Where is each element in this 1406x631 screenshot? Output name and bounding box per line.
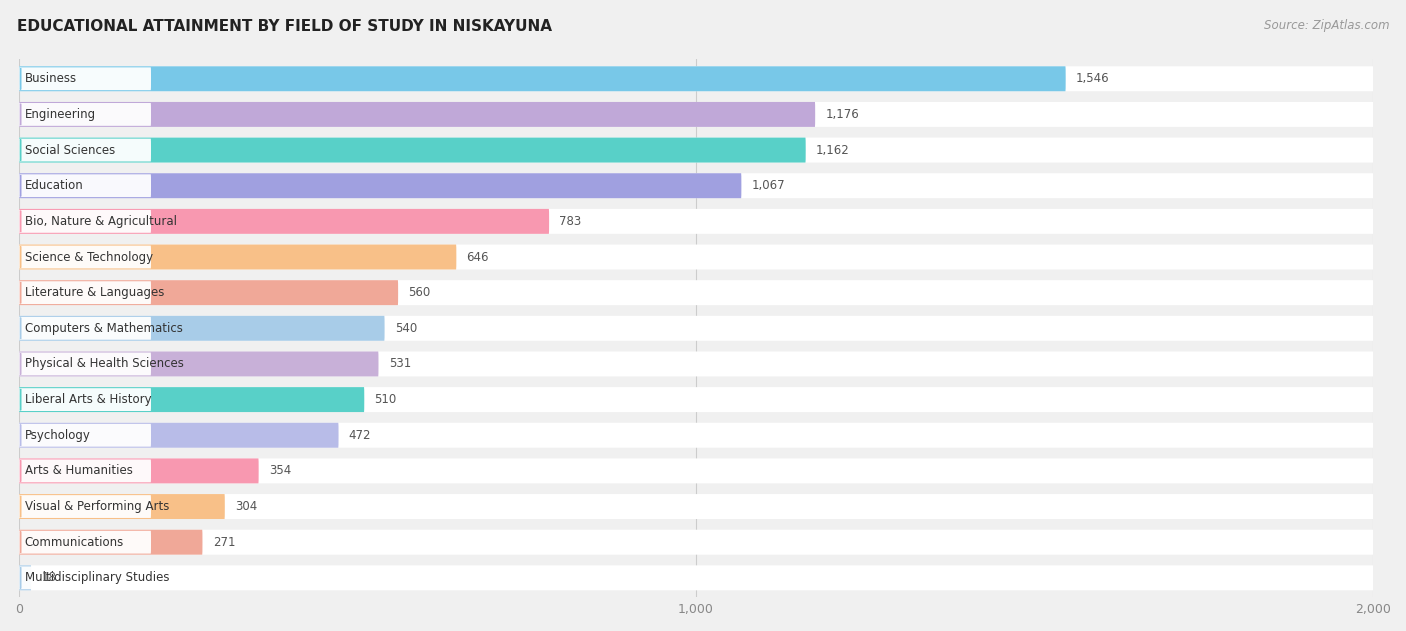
Text: Bio, Nature & Agricultural: Bio, Nature & Agricultural bbox=[25, 215, 177, 228]
FancyBboxPatch shape bbox=[20, 317, 150, 339]
FancyBboxPatch shape bbox=[20, 138, 1374, 163]
FancyBboxPatch shape bbox=[20, 494, 225, 519]
FancyBboxPatch shape bbox=[20, 495, 150, 518]
Text: Visual & Performing Arts: Visual & Performing Arts bbox=[25, 500, 169, 513]
Text: 783: 783 bbox=[560, 215, 582, 228]
Text: 1,546: 1,546 bbox=[1076, 73, 1109, 85]
FancyBboxPatch shape bbox=[20, 66, 1066, 91]
FancyBboxPatch shape bbox=[20, 567, 150, 589]
Text: EDUCATIONAL ATTAINMENT BY FIELD OF STUDY IN NISKAYUNA: EDUCATIONAL ATTAINMENT BY FIELD OF STUDY… bbox=[17, 19, 553, 34]
FancyBboxPatch shape bbox=[20, 458, 1374, 483]
FancyBboxPatch shape bbox=[20, 174, 150, 197]
FancyBboxPatch shape bbox=[20, 245, 457, 269]
FancyBboxPatch shape bbox=[20, 103, 150, 126]
FancyBboxPatch shape bbox=[20, 209, 1374, 234]
FancyBboxPatch shape bbox=[20, 138, 806, 163]
FancyBboxPatch shape bbox=[20, 494, 1374, 519]
Text: Social Sciences: Social Sciences bbox=[25, 144, 115, 156]
FancyBboxPatch shape bbox=[20, 281, 150, 304]
FancyBboxPatch shape bbox=[20, 529, 1374, 555]
Text: Arts & Humanities: Arts & Humanities bbox=[25, 464, 132, 478]
Text: Communications: Communications bbox=[25, 536, 124, 549]
FancyBboxPatch shape bbox=[20, 245, 1374, 269]
Text: Liberal Arts & History: Liberal Arts & History bbox=[25, 393, 152, 406]
Text: 560: 560 bbox=[408, 286, 430, 299]
Text: Computers & Mathematics: Computers & Mathematics bbox=[25, 322, 183, 335]
Text: Education: Education bbox=[25, 179, 83, 192]
FancyBboxPatch shape bbox=[20, 351, 1374, 377]
FancyBboxPatch shape bbox=[20, 316, 1374, 341]
FancyBboxPatch shape bbox=[20, 424, 150, 447]
FancyBboxPatch shape bbox=[20, 423, 1374, 448]
Text: 472: 472 bbox=[349, 428, 371, 442]
Text: 354: 354 bbox=[269, 464, 291, 478]
FancyBboxPatch shape bbox=[20, 139, 150, 162]
FancyBboxPatch shape bbox=[20, 388, 150, 411]
FancyBboxPatch shape bbox=[20, 174, 1374, 198]
FancyBboxPatch shape bbox=[20, 102, 1374, 127]
FancyBboxPatch shape bbox=[20, 210, 150, 233]
FancyBboxPatch shape bbox=[20, 565, 1374, 591]
FancyBboxPatch shape bbox=[20, 531, 150, 553]
FancyBboxPatch shape bbox=[20, 458, 259, 483]
FancyBboxPatch shape bbox=[20, 280, 398, 305]
FancyBboxPatch shape bbox=[20, 565, 31, 591]
FancyBboxPatch shape bbox=[20, 351, 378, 377]
Text: 18: 18 bbox=[41, 571, 56, 584]
Text: 531: 531 bbox=[388, 357, 411, 370]
Text: 646: 646 bbox=[467, 251, 489, 264]
Text: 1,176: 1,176 bbox=[825, 108, 859, 121]
FancyBboxPatch shape bbox=[20, 280, 1374, 305]
FancyBboxPatch shape bbox=[20, 209, 550, 234]
Text: Engineering: Engineering bbox=[25, 108, 96, 121]
Text: 304: 304 bbox=[235, 500, 257, 513]
FancyBboxPatch shape bbox=[20, 423, 339, 448]
FancyBboxPatch shape bbox=[20, 529, 202, 555]
Text: Multidisciplinary Studies: Multidisciplinary Studies bbox=[25, 571, 169, 584]
FancyBboxPatch shape bbox=[20, 459, 150, 482]
FancyBboxPatch shape bbox=[20, 66, 1374, 91]
FancyBboxPatch shape bbox=[20, 353, 150, 375]
Text: Business: Business bbox=[25, 73, 77, 85]
FancyBboxPatch shape bbox=[20, 174, 741, 198]
Text: 1,067: 1,067 bbox=[752, 179, 785, 192]
Text: 510: 510 bbox=[374, 393, 396, 406]
Text: Source: ZipAtlas.com: Source: ZipAtlas.com bbox=[1264, 19, 1389, 32]
FancyBboxPatch shape bbox=[20, 387, 364, 412]
Text: Literature & Languages: Literature & Languages bbox=[25, 286, 165, 299]
FancyBboxPatch shape bbox=[20, 102, 815, 127]
Text: Science & Technology: Science & Technology bbox=[25, 251, 153, 264]
Text: Physical & Health Sciences: Physical & Health Sciences bbox=[25, 357, 184, 370]
Text: 271: 271 bbox=[212, 536, 235, 549]
Text: Psychology: Psychology bbox=[25, 428, 91, 442]
FancyBboxPatch shape bbox=[20, 245, 150, 268]
FancyBboxPatch shape bbox=[20, 387, 1374, 412]
Text: 540: 540 bbox=[395, 322, 418, 335]
FancyBboxPatch shape bbox=[20, 68, 150, 90]
Text: 1,162: 1,162 bbox=[815, 144, 849, 156]
FancyBboxPatch shape bbox=[20, 316, 385, 341]
